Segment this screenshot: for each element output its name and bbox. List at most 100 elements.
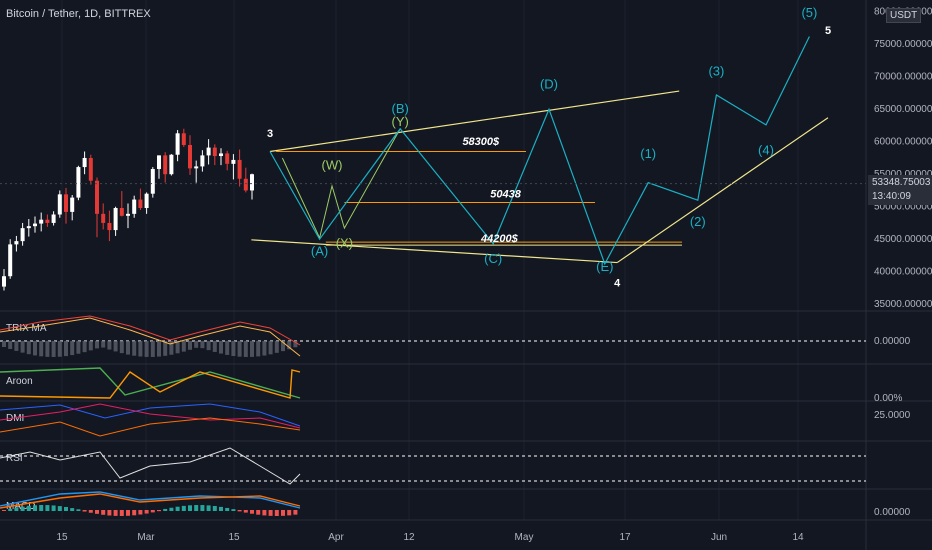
candle-body	[126, 213, 130, 216]
trix-histogram-bar	[237, 341, 242, 357]
time-axis-label: May	[515, 532, 534, 543]
candle-body	[225, 153, 230, 164]
macd-histogram-bar	[95, 510, 99, 514]
indicator-axis-label: 0.00000	[874, 507, 911, 518]
rsi-line	[0, 447, 301, 485]
trix-histogram-bar	[95, 341, 99, 349]
indicator-axis-label: 0.00%	[874, 393, 902, 404]
trix-histogram-bar	[82, 341, 87, 353]
triangle-lower-trendline	[251, 239, 618, 264]
wave-annotation: 3	[267, 128, 273, 140]
candle-body	[2, 276, 6, 287]
macd-histogram-bar	[181, 505, 186, 511]
dmi-adx-line	[0, 417, 301, 437]
trix-histogram-bar	[26, 341, 31, 355]
macd-histogram-bar	[163, 508, 168, 511]
candle-body	[250, 174, 254, 191]
trix-histogram-bar	[206, 341, 211, 351]
macd-histogram-bar	[39, 505, 44, 511]
trix-histogram-bar	[212, 341, 217, 352]
trix-histogram-bar	[70, 341, 75, 356]
time-axis-label: 17	[619, 532, 631, 543]
macd-histogram-bar	[250, 510, 254, 514]
candle-body	[88, 157, 93, 181]
macd-histogram-bar	[194, 505, 199, 511]
indicator-title: RSI	[6, 453, 23, 464]
trix-histogram-bar	[88, 341, 93, 351]
currency-badge[interactable]: USDT	[886, 8, 922, 23]
macd-histogram-bar	[51, 505, 56, 511]
macd-histogram-bar	[256, 510, 261, 515]
dmi-minus-line	[0, 403, 301, 429]
trix-histogram-bar	[231, 341, 236, 356]
trix-histogram-bar	[64, 341, 68, 357]
candle-body	[14, 241, 19, 245]
macd-histogram-bar	[281, 510, 285, 516]
trix-histogram-bar	[157, 341, 161, 357]
candle-body	[181, 133, 186, 145]
macd-histogram-bar	[57, 506, 62, 511]
trix-histogram-bar	[268, 341, 273, 355]
indicator-title: DMI	[6, 413, 24, 424]
time-axis-label: Jun	[711, 532, 727, 543]
time-axis-label: Mar	[137, 532, 155, 543]
trix-histogram-bar	[200, 341, 205, 349]
candle-body	[20, 228, 25, 242]
candle-body	[57, 194, 62, 215]
candle-body	[243, 178, 248, 191]
price-axis-label: 40000.00000	[874, 266, 932, 277]
indicator-title: Aroon	[6, 376, 33, 387]
candle-body	[219, 153, 223, 157]
indicator-title: MACD	[6, 501, 35, 512]
trix-histogram-bar	[287, 341, 292, 350]
indicator-axis-label: 0.00000	[874, 336, 911, 347]
macd-histogram-bar	[101, 510, 106, 515]
macd-histogram-bar	[14, 507, 19, 511]
triangle-upper-trendline	[269, 90, 680, 153]
trix-histogram-bar	[39, 341, 44, 357]
candle-body	[82, 157, 87, 168]
trix-histogram-bar	[243, 341, 248, 357]
wave-annotation: (2)	[690, 214, 706, 229]
candle-body	[237, 159, 242, 179]
wave-annotation: (5)	[801, 5, 817, 20]
last-price-value: 53348.75003	[872, 177, 931, 188]
wave-annotation: (Y)	[392, 114, 409, 129]
candle-body	[26, 226, 31, 229]
candle-body	[188, 144, 192, 169]
macd-histogram-bar	[138, 510, 143, 515]
aroon-up-line	[0, 369, 301, 399]
candle-body	[119, 207, 124, 216]
wave-annotation: 50438	[490, 189, 521, 201]
trix-histogram-bar	[281, 341, 285, 352]
wave-annotation: 44200$	[480, 233, 519, 245]
trix-histogram-bar	[2, 341, 6, 347]
macd-histogram-bar	[262, 510, 267, 516]
trix-histogram-bar	[256, 341, 261, 357]
macd-histogram-bar	[188, 505, 192, 511]
candle-body	[39, 219, 44, 224]
macd-histogram-bar	[200, 505, 205, 511]
macd-histogram-bar	[2, 510, 6, 511]
wave-annotation: (W)	[322, 158, 343, 173]
macd-histogram-bar	[219, 506, 223, 511]
candle-body	[138, 199, 143, 208]
trix-histogram-bar	[51, 341, 56, 357]
trix-ma-line	[0, 317, 301, 357]
trix-histogram-bar	[262, 341, 267, 356]
macd-signal-line	[0, 493, 301, 509]
wave-annotation: 4	[614, 278, 621, 290]
macd-histogram-bar	[293, 510, 298, 515]
trix-histogram-bar	[113, 341, 118, 352]
price-axis-label: 60000.00000	[874, 136, 932, 147]
macd-histogram-bar	[76, 509, 81, 511]
trix-histogram-bar	[45, 341, 50, 357]
macd-histogram-bar	[144, 510, 149, 514]
candle-body	[45, 219, 50, 223]
time-axis-label: Apr	[328, 532, 344, 543]
trix-histogram-bar	[169, 341, 174, 355]
candle-body	[212, 147, 217, 157]
candle-body	[175, 133, 180, 155]
candle-body	[157, 155, 161, 170]
